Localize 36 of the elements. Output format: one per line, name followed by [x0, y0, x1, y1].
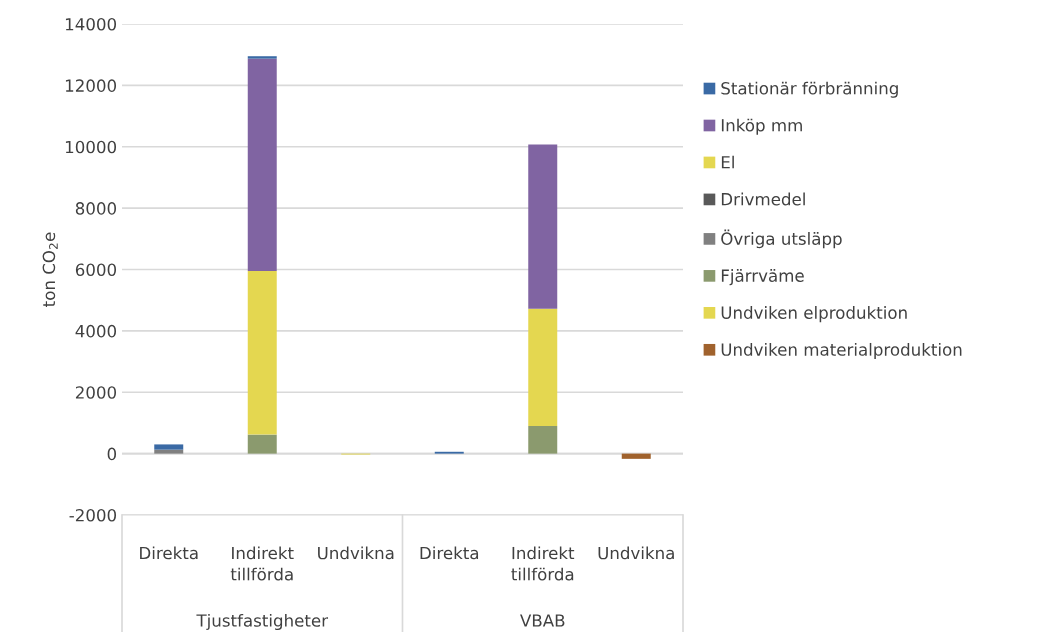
legend-label: El [721, 155, 734, 169]
legend-label: Övriga utsläpp [721, 229, 842, 249]
y-tick-label: 8000 [75, 202, 117, 215]
legend-label: Undviken materialproduktion [721, 342, 962, 360]
y-tick-label: 14000 [65, 17, 117, 31]
y-tick-label: 12000 [65, 79, 117, 92]
x-tick-label: Direkta [140, 546, 198, 560]
x-tick-label: Direkta [420, 546, 479, 560]
legend-label: Undviken elproduktion [721, 306, 907, 323]
bar [154, 444, 184, 450]
text: VBAB [520, 614, 565, 627]
bar [247, 434, 277, 454]
y-tick-label: -2000 [69, 508, 117, 522]
legend-label: Stationär förbränning [721, 81, 898, 98]
bar [154, 449, 184, 454]
bar [621, 453, 651, 459]
y-axis-title: ton CO$_{2}$e [42, 232, 58, 307]
y-tick-label: 2000 [75, 386, 117, 399]
y-tick-label: 4000 [75, 324, 117, 338]
bar [247, 58, 277, 272]
bar [528, 144, 558, 309]
legend-label: Drivmedel [721, 192, 805, 206]
y-tick-label: 0 [107, 447, 117, 461]
x-tick-label: Undvikna [598, 546, 674, 560]
text: Tjustfastigheter [196, 613, 329, 631]
y-tick-label: 10000 [65, 140, 117, 154]
x-tick-label: Undvikna [318, 546, 394, 560]
y-tick-label: 6000 [75, 263, 117, 277]
bar [528, 308, 558, 427]
x-tick-label: Indirekt tillförda [230, 546, 294, 581]
legend-label: Fjärrväme [721, 269, 804, 286]
bar [528, 426, 558, 454]
bar [247, 271, 277, 435]
bar [247, 56, 277, 59]
legend-label: Inköp mm [721, 118, 802, 135]
x-tick-label: Indirekt tillförda [511, 546, 575, 581]
